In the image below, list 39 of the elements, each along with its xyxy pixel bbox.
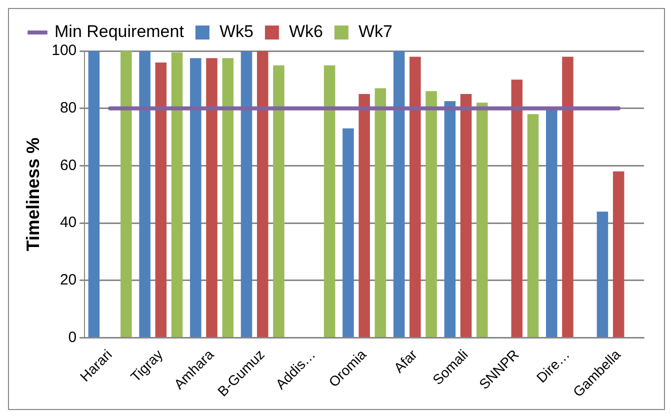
bar bbox=[410, 56, 421, 338]
legend-label: Wk5 bbox=[219, 22, 254, 42]
y-tick-label: 60 bbox=[60, 156, 77, 174]
bar bbox=[222, 58, 234, 338]
y-tick-label: 40 bbox=[60, 214, 77, 232]
bar bbox=[393, 51, 405, 338]
legend-label: Wk7 bbox=[358, 22, 392, 42]
legend-label: Min Requirement bbox=[54, 22, 184, 42]
bar bbox=[476, 102, 488, 338]
bar bbox=[171, 52, 183, 338]
legend-label: Wk6 bbox=[288, 22, 323, 42]
bar bbox=[120, 51, 132, 338]
bar bbox=[88, 51, 100, 338]
bar bbox=[374, 88, 386, 338]
bar bbox=[324, 65, 336, 338]
bar bbox=[460, 94, 472, 338]
bar bbox=[546, 108, 558, 338]
bar bbox=[206, 58, 218, 338]
y-tick-label: 0 bbox=[68, 328, 77, 346]
y-axis-title: Timeliness % bbox=[22, 138, 43, 252]
y-tick-label: 80 bbox=[60, 99, 77, 116]
bar bbox=[155, 62, 167, 338]
bar bbox=[358, 94, 370, 338]
bar bbox=[256, 51, 268, 338]
bar bbox=[342, 128, 354, 338]
bar bbox=[139, 51, 150, 338]
bar bbox=[273, 65, 284, 338]
y-tick-label: 20 bbox=[60, 272, 77, 289]
bar bbox=[511, 80, 523, 338]
bar bbox=[240, 51, 252, 338]
x-tick-label: Afar bbox=[390, 346, 420, 376]
bar bbox=[527, 114, 539, 338]
bar bbox=[612, 171, 624, 338]
bar bbox=[426, 91, 437, 338]
y-tick-label: 100 bbox=[52, 42, 77, 60]
bar bbox=[444, 101, 456, 338]
bar bbox=[190, 58, 202, 338]
bar bbox=[562, 56, 574, 338]
bar bbox=[596, 212, 608, 338]
